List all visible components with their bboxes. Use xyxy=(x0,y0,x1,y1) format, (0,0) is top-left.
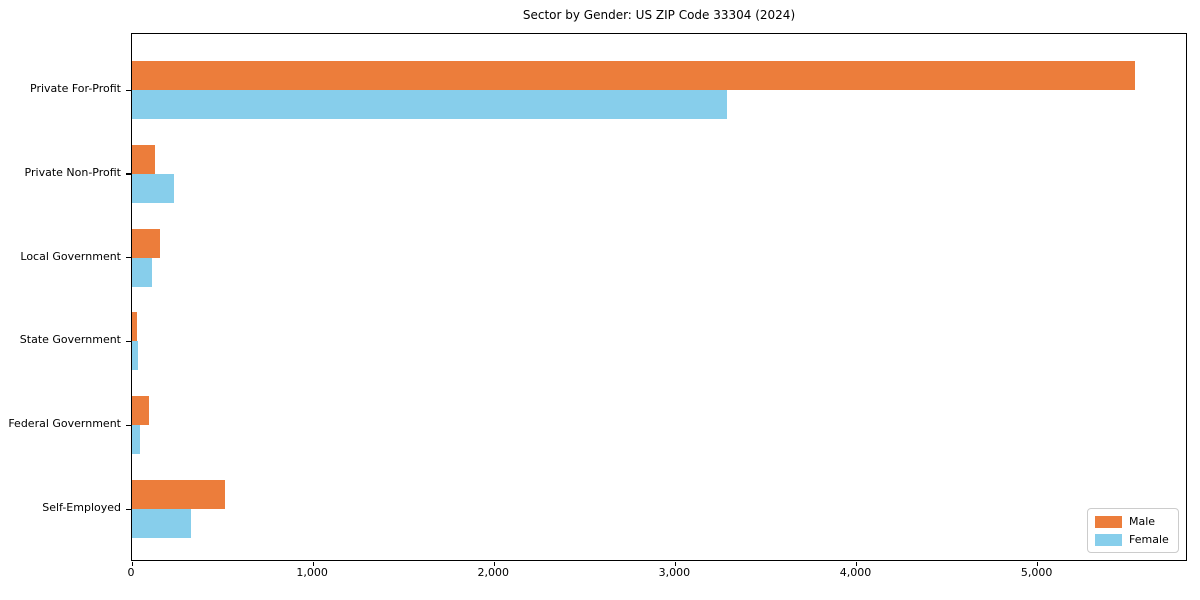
female-swatch-icon xyxy=(1095,533,1122,546)
x-tick-mark xyxy=(312,562,314,566)
y-tick-label: Local Government xyxy=(20,249,121,263)
bar-male-self-employed xyxy=(132,480,225,509)
x-tick-mark xyxy=(493,562,496,566)
y-tick-label: State Government xyxy=(19,333,121,347)
bar-female-private-for-profit xyxy=(132,90,728,119)
y-tick-mark xyxy=(126,173,131,175)
y-tick-mark xyxy=(126,340,131,343)
bar-male-local-government xyxy=(132,228,161,258)
legend-entry-female: Female xyxy=(1095,533,1170,546)
x-tick-label: 4,000 xyxy=(839,566,872,579)
bar-male-federal-government xyxy=(132,396,149,426)
legend: Male Female xyxy=(1087,508,1179,553)
chart-title: Sector by Gender: US ZIP Code 33304 (202… xyxy=(522,8,796,22)
bar-female-local-government xyxy=(132,257,152,287)
x-tick-label: 0 xyxy=(127,566,135,579)
bar-female-state-government xyxy=(132,341,138,371)
x-tick-label: 5,000 xyxy=(1020,566,1053,579)
x-tick-label: 1,000 xyxy=(296,566,328,579)
bar-female-federal-government xyxy=(132,425,141,455)
bar-male-state-government xyxy=(132,312,138,342)
x-tick-mark xyxy=(1037,562,1039,566)
x-tick-mark xyxy=(674,562,677,566)
y-tick-label: Federal Government xyxy=(8,417,121,431)
y-tick-mark xyxy=(126,89,131,91)
bar-male-private-for-profit xyxy=(132,61,1136,90)
legend-entry-male: Male xyxy=(1095,515,1170,528)
x-tick-mark xyxy=(856,562,858,566)
x-tick-label: 3,000 xyxy=(658,566,691,579)
male-swatch-icon xyxy=(1095,515,1122,528)
legend-label-female: Female xyxy=(1129,533,1169,546)
y-tick-mark xyxy=(126,257,131,259)
bar-male-private-non-profit xyxy=(132,144,155,174)
y-tick-label: Self-Employed xyxy=(42,501,121,514)
plot-area: Male Female xyxy=(126,33,1187,566)
y-tick-mark xyxy=(126,508,131,510)
y-tick-label: Private Non-Profit xyxy=(24,165,121,179)
x-tick-label: 2,000 xyxy=(477,566,510,579)
y-tick-label: Private For-Profit xyxy=(30,82,121,95)
bar-female-self-employed xyxy=(132,509,192,538)
bar-female-private-non-profit xyxy=(132,173,175,203)
legend-label-male: Male xyxy=(1129,515,1156,528)
y-tick-mark xyxy=(126,424,131,426)
x-tick-mark xyxy=(131,562,133,566)
